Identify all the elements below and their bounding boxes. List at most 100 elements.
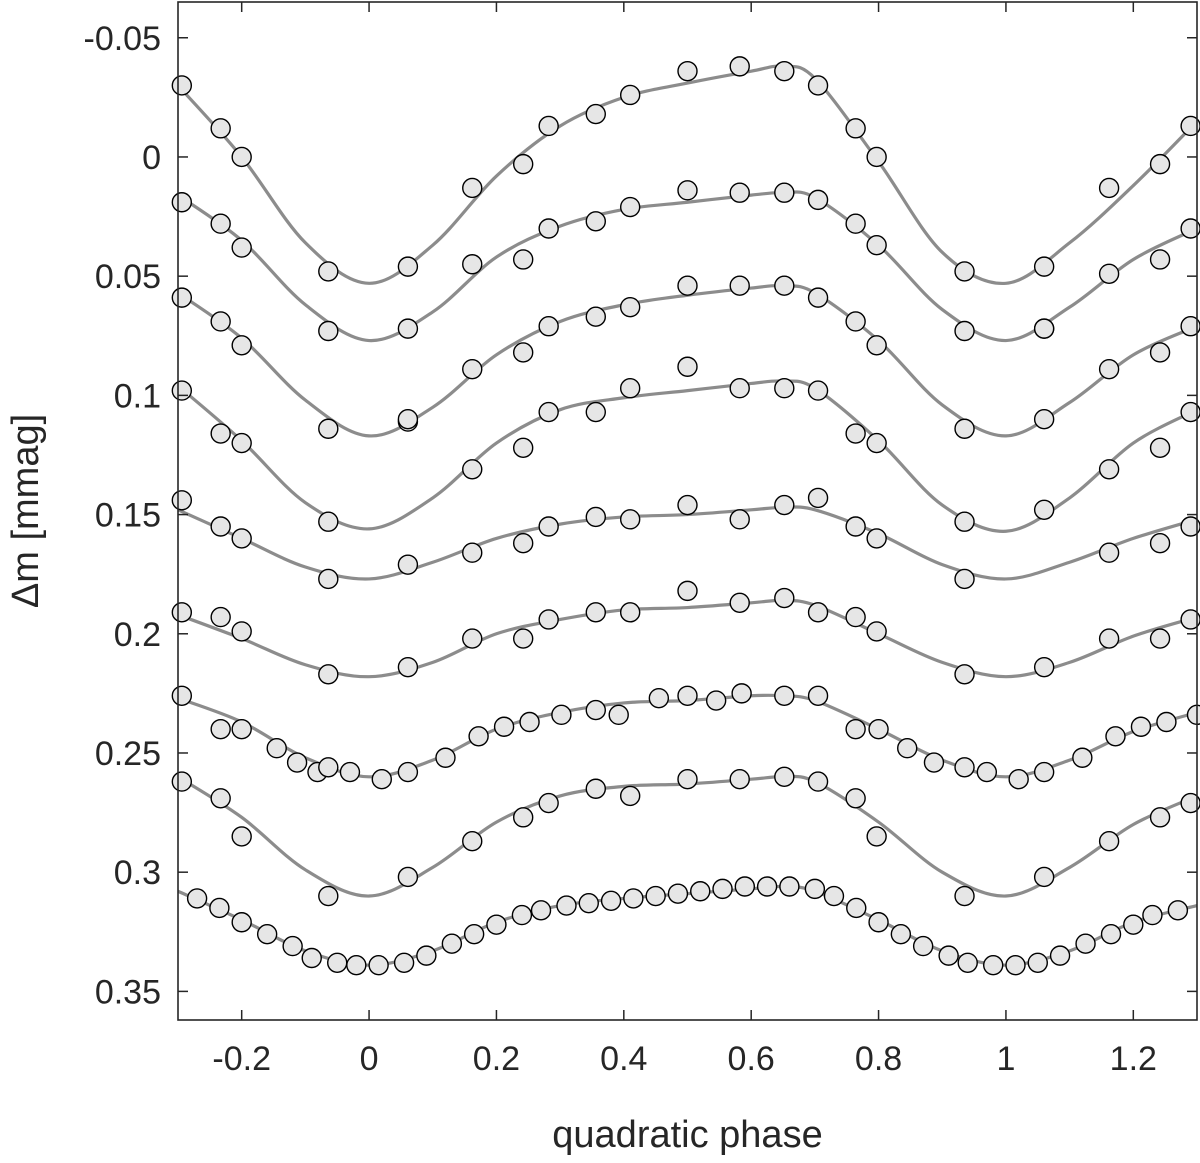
data-point: [393, 952, 415, 973]
data-point: [774, 494, 795, 516]
data-point: [1186, 704, 1200, 726]
data-point: [186, 888, 208, 909]
x-tick-label: 0.6: [728, 1040, 775, 1078]
data-point: [1033, 761, 1055, 783]
data-point: [171, 287, 193, 308]
fit-curve-1: [176, 64, 1199, 285]
x-axis-ticks: -0.2 0 0.2 0.4 0.6 0.8 1 1.2: [212, 2, 1157, 1078]
data-point: [756, 876, 778, 897]
data-point: [954, 885, 975, 907]
data-point: [774, 587, 795, 609]
data-point: [210, 718, 231, 740]
data-point: [645, 885, 666, 907]
x-axis-label: quadratic phase: [552, 1114, 822, 1156]
data-point: [1098, 358, 1120, 380]
data-point: [954, 320, 975, 342]
data-point: [1098, 542, 1120, 563]
data-point: [462, 177, 483, 199]
data-point: [1033, 318, 1055, 339]
fit-curve-3: [177, 283, 1198, 438]
data-point: [318, 511, 339, 532]
data-point: [1149, 807, 1171, 828]
data-point: [1149, 153, 1171, 175]
data-point: [585, 306, 606, 327]
data-point: [845, 516, 866, 537]
data-point: [266, 738, 287, 759]
data-point: [712, 878, 733, 900]
data-point: [774, 766, 795, 788]
data-point: [983, 954, 1004, 976]
data-point: [976, 761, 998, 783]
data-point: [256, 923, 278, 945]
fit-curve-4: [176, 379, 1198, 533]
data-point: [339, 761, 361, 783]
data-point: [866, 146, 887, 168]
data-point: [318, 320, 339, 342]
data-point: [845, 118, 866, 139]
data-point: [734, 876, 756, 897]
axes-box: [177, 1, 1198, 1021]
fit-curve-6: [177, 598, 1198, 679]
data-point: [210, 788, 231, 809]
data-point: [171, 602, 193, 623]
data-point: [397, 256, 419, 277]
data-point: [729, 769, 750, 790]
data-point: [397, 656, 419, 678]
x-tick-label: 0: [360, 1040, 379, 1078]
data-point: [493, 716, 515, 737]
data-point: [282, 935, 303, 957]
data-point: [462, 542, 483, 563]
data-point: [210, 311, 231, 332]
data-point: [486, 914, 507, 935]
data-point: [463, 923, 485, 945]
data-point: [729, 275, 750, 296]
data-point: [1098, 830, 1120, 852]
data-point: [866, 234, 887, 256]
y-tick-label: 0.05: [95, 258, 161, 296]
data-point: [619, 378, 641, 399]
y-axis-label: Δm [mmag]: [5, 414, 47, 608]
data-point: [318, 757, 339, 778]
data-point: [171, 685, 193, 706]
data-point: [677, 769, 698, 790]
data-point: [890, 923, 912, 945]
data-point: [171, 192, 193, 213]
data-point: [897, 738, 918, 759]
data-point: [327, 952, 348, 973]
data-point: [938, 945, 959, 966]
data-point: [690, 881, 711, 902]
y-tick-label: 0: [142, 139, 161, 177]
data-point: [462, 254, 483, 275]
data-point: [608, 704, 629, 726]
data-point: [731, 683, 752, 704]
fit-curve-5: [177, 505, 1198, 581]
data-point: [677, 685, 698, 706]
data-point: [845, 606, 866, 628]
y-axis-ticks: -0.05 0 0.05 0.1 0.15 0.2 0.25 0.3 0.35: [84, 20, 1197, 1011]
data-point: [1180, 792, 1200, 814]
data-point: [845, 788, 866, 809]
data-point: [823, 885, 845, 907]
data-point: [416, 945, 437, 966]
data-point: [1149, 437, 1171, 459]
data-point: [807, 771, 829, 792]
data-point: [1033, 866, 1055, 888]
y-tick-label: 0.1: [114, 377, 161, 415]
data-point: [551, 704, 572, 726]
data-point: [231, 432, 252, 454]
data-point: [1105, 726, 1126, 747]
fit-curve-8: [177, 774, 1198, 898]
data-point: [1098, 263, 1120, 284]
data-point: [397, 318, 419, 339]
data-point: [705, 690, 727, 711]
data-point: [556, 895, 577, 916]
data-point: [729, 592, 750, 613]
data-point: [371, 769, 392, 790]
fit-curve-2: [177, 190, 1198, 343]
data-point: [619, 296, 641, 318]
data-point: [538, 792, 559, 814]
data-point: [231, 718, 252, 740]
data-point: [441, 933, 463, 954]
